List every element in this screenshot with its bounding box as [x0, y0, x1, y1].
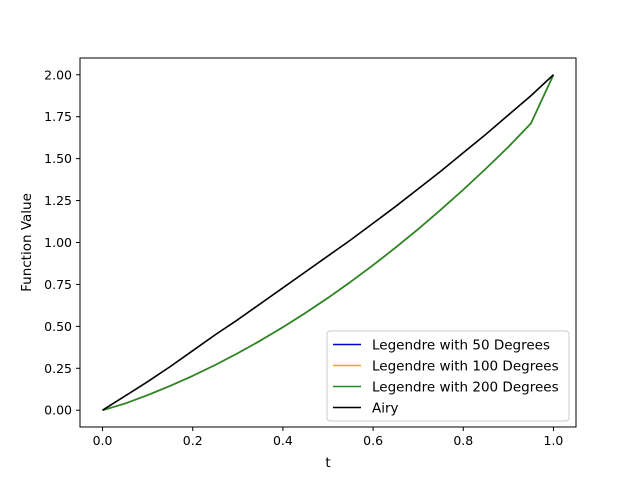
x-tick-label: 0.8 [453, 433, 473, 448]
legend-label-3: Legendre with 200 Degrees [372, 380, 559, 396]
y-tick-label: 0.75 [44, 277, 72, 292]
y-tick-label: 0.00 [44, 403, 72, 418]
series-line-3 [102, 74, 555, 411]
y-tick-label: 0.25 [44, 361, 72, 376]
x-tick-label: 0.2 [183, 433, 203, 448]
y-axis-label: Function Value [19, 193, 35, 292]
y-tick-label: 0.50 [44, 319, 72, 334]
series-line-4 [102, 74, 554, 411]
series-layer [102, 74, 555, 411]
y-tick-label: 1.50 [44, 151, 72, 166]
legend-label-2: Legendre with 100 Degrees [372, 359, 559, 375]
y-tick-label: 1.75 [44, 109, 72, 124]
x-tick-label: 0.4 [273, 433, 293, 448]
legend: Legendre with 50 Degrees Legendre with 10… [326, 330, 570, 422]
x-tick-label: 0.6 [363, 433, 383, 448]
x-tick-label: 0.0 [93, 433, 113, 448]
legend-label-1: Legendre with 50 Degrees [372, 338, 550, 354]
legend-label-4: Airy [372, 401, 399, 417]
x-tick-label: 1.0 [544, 433, 564, 448]
axes-layer: 0.0 0.2 0.4 0.6 0.8 1.0 0.00 0.25 0.50 0.75 1.00 1.… [19, 57, 577, 471]
y-tick-label: 1.00 [44, 235, 72, 250]
legend-box [326, 330, 570, 422]
y-tick-label: 2.00 [44, 67, 72, 82]
x-axis-label: t [325, 455, 330, 471]
y-tick-label: 1.25 [44, 193, 72, 208]
